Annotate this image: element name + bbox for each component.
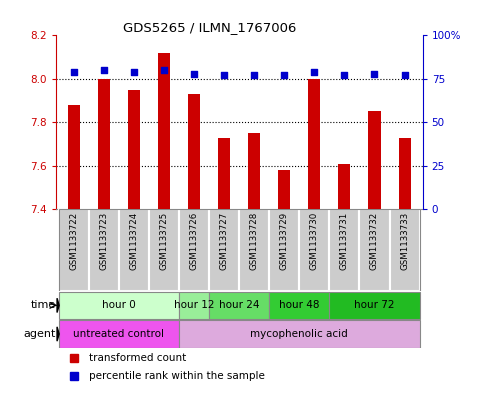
Text: hour 72: hour 72: [354, 300, 395, 310]
Text: GSM1133725: GSM1133725: [159, 212, 169, 270]
Point: [370, 70, 378, 77]
Text: hour 24: hour 24: [219, 300, 259, 310]
Text: time: time: [30, 300, 56, 310]
FancyBboxPatch shape: [329, 292, 420, 319]
FancyBboxPatch shape: [209, 209, 239, 291]
Text: percentile rank within the sample: percentile rank within the sample: [88, 371, 265, 381]
Bar: [339, 163, 350, 209]
Point: [160, 67, 168, 73]
FancyBboxPatch shape: [359, 209, 389, 291]
Text: GSM1133731: GSM1133731: [340, 212, 349, 270]
Text: agent: agent: [23, 329, 56, 339]
Text: GSM1133727: GSM1133727: [220, 212, 228, 270]
FancyBboxPatch shape: [389, 209, 420, 291]
Point: [341, 72, 348, 79]
FancyBboxPatch shape: [58, 320, 179, 348]
Text: GSM1133730: GSM1133730: [310, 212, 319, 270]
Bar: [128, 90, 140, 209]
Text: GSM1133724: GSM1133724: [129, 212, 138, 270]
Point: [401, 72, 409, 79]
FancyBboxPatch shape: [239, 209, 269, 291]
Polygon shape: [57, 327, 59, 341]
FancyBboxPatch shape: [329, 209, 359, 291]
Bar: [248, 133, 260, 209]
Bar: [398, 138, 411, 209]
FancyBboxPatch shape: [179, 320, 420, 348]
Text: hour 12: hour 12: [174, 300, 214, 310]
Text: GSM1133729: GSM1133729: [280, 212, 289, 270]
FancyBboxPatch shape: [209, 292, 269, 319]
Point: [190, 70, 198, 77]
Text: hour 0: hour 0: [102, 300, 136, 310]
Text: GSM1133732: GSM1133732: [370, 212, 379, 270]
Polygon shape: [57, 298, 59, 312]
Point: [130, 69, 138, 75]
FancyBboxPatch shape: [58, 209, 89, 291]
FancyBboxPatch shape: [179, 292, 209, 319]
Text: mycophenolic acid: mycophenolic acid: [250, 329, 348, 339]
FancyBboxPatch shape: [89, 209, 119, 291]
Bar: [68, 105, 80, 209]
Point: [100, 67, 108, 73]
Text: transformed count: transformed count: [88, 353, 186, 362]
FancyBboxPatch shape: [269, 292, 329, 319]
Bar: [278, 170, 290, 209]
Bar: [98, 79, 110, 209]
Text: GSM1133733: GSM1133733: [400, 212, 409, 270]
Text: GSM1133728: GSM1133728: [250, 212, 258, 270]
Title: GDS5265 / ILMN_1767006: GDS5265 / ILMN_1767006: [123, 21, 297, 34]
Text: untreated control: untreated control: [73, 329, 164, 339]
Text: GSM1133723: GSM1133723: [99, 212, 108, 270]
Text: hour 48: hour 48: [279, 300, 320, 310]
Point: [220, 72, 228, 79]
Text: GSM1133726: GSM1133726: [189, 212, 199, 270]
FancyBboxPatch shape: [179, 209, 209, 291]
Point: [70, 69, 77, 75]
FancyBboxPatch shape: [149, 209, 179, 291]
Text: GSM1133722: GSM1133722: [69, 212, 78, 270]
Bar: [369, 112, 381, 209]
FancyBboxPatch shape: [58, 292, 179, 319]
Point: [311, 69, 318, 75]
Bar: [218, 138, 230, 209]
Bar: [158, 53, 170, 209]
Point: [280, 72, 288, 79]
Point: [250, 72, 258, 79]
FancyBboxPatch shape: [119, 209, 149, 291]
FancyBboxPatch shape: [269, 209, 299, 291]
Bar: [308, 79, 320, 209]
FancyBboxPatch shape: [299, 209, 329, 291]
Bar: [188, 94, 200, 209]
